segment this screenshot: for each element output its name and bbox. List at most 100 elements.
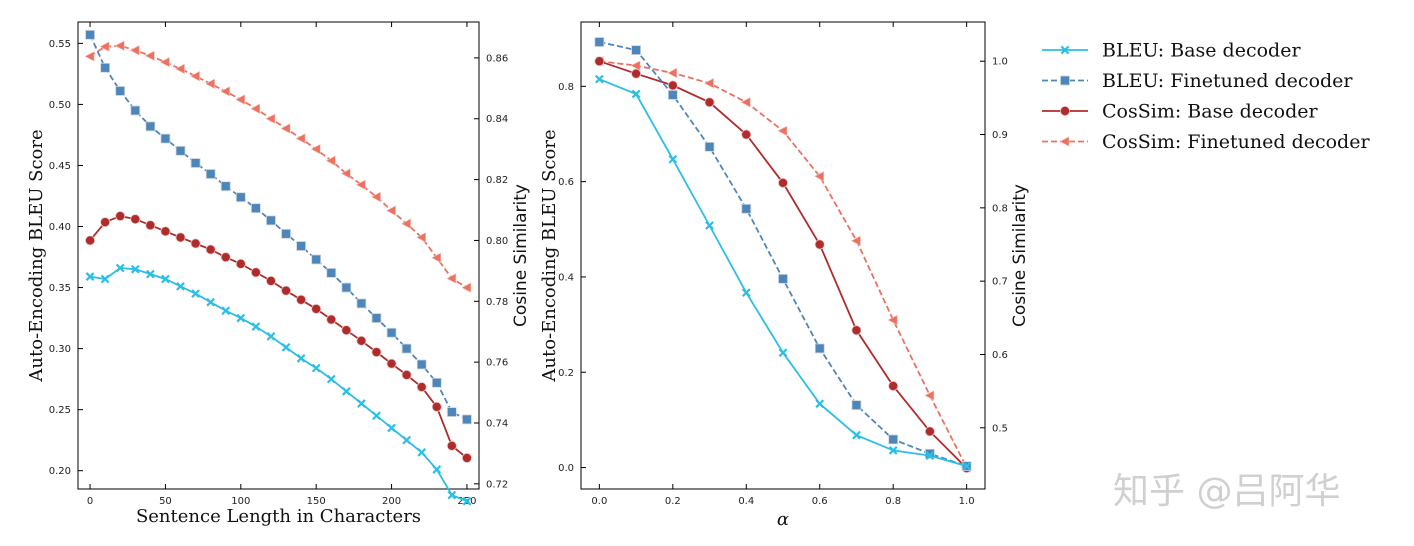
data-point bbox=[594, 74, 604, 84]
data-point bbox=[704, 97, 715, 108]
data-point bbox=[417, 447, 427, 457]
series-bleu-base bbox=[85, 263, 472, 506]
data-point bbox=[446, 440, 457, 451]
data-point bbox=[462, 496, 472, 506]
data-point bbox=[461, 282, 472, 293]
data-point bbox=[370, 191, 381, 203]
data-point bbox=[159, 56, 170, 68]
data-point bbox=[814, 239, 825, 250]
data-point bbox=[667, 90, 678, 100]
data-point bbox=[341, 325, 352, 336]
data-point bbox=[462, 414, 472, 425]
data-point bbox=[741, 129, 752, 140]
legend-label: CosSim: Finetuned decoder bbox=[1102, 131, 1370, 153]
data-point bbox=[631, 45, 641, 56]
y-tick-label: 0.20 bbox=[49, 466, 71, 477]
data-point bbox=[924, 390, 935, 401]
data-point bbox=[446, 407, 457, 417]
series-bleu-base bbox=[594, 74, 972, 471]
data-point bbox=[176, 281, 185, 291]
data-point bbox=[778, 273, 788, 284]
data-point bbox=[431, 377, 442, 388]
data-point bbox=[356, 335, 367, 346]
x-tick-label: 0.2 bbox=[665, 496, 681, 507]
data-point bbox=[295, 133, 306, 144]
data-point bbox=[311, 254, 322, 265]
data-point bbox=[281, 228, 291, 239]
data-point bbox=[371, 313, 382, 323]
data-point bbox=[250, 203, 261, 214]
data-point bbox=[235, 94, 246, 105]
data-point bbox=[631, 68, 642, 79]
data-point bbox=[851, 325, 862, 336]
data-point bbox=[189, 70, 200, 82]
data-point bbox=[250, 103, 261, 115]
data-point bbox=[220, 252, 231, 263]
watermark-text: 知乎 @吕阿华 bbox=[1113, 471, 1340, 512]
data-point bbox=[85, 29, 95, 40]
data-point bbox=[160, 133, 171, 144]
data-point bbox=[311, 363, 321, 373]
data-point bbox=[924, 426, 935, 437]
legend-item-cos-ft: CosSim: Finetuned decoder bbox=[1042, 131, 1370, 153]
data-point bbox=[401, 218, 411, 230]
data-point bbox=[85, 272, 95, 281]
data-point bbox=[741, 203, 752, 214]
data-point bbox=[191, 289, 200, 299]
series-cos-ft bbox=[84, 40, 472, 293]
series-bleu-ft bbox=[85, 29, 472, 425]
data-point bbox=[114, 40, 125, 52]
data-point bbox=[85, 235, 96, 246]
data-point bbox=[221, 306, 231, 316]
legend-item-bleu-ft: BLEU: Finetuned decoder bbox=[1042, 70, 1353, 92]
data-point bbox=[281, 285, 292, 296]
data-point bbox=[778, 177, 789, 188]
y-tick-label: 0.30 bbox=[49, 344, 71, 355]
data-point bbox=[356, 298, 367, 309]
data-point bbox=[100, 217, 111, 228]
series-line-bleu-base bbox=[89, 267, 468, 503]
data-point bbox=[705, 221, 714, 230]
data-point bbox=[925, 448, 935, 459]
data-point bbox=[341, 386, 351, 396]
series-bleu-ft bbox=[594, 37, 972, 472]
x-tick-label: 50 bbox=[159, 496, 172, 507]
data-point bbox=[130, 105, 141, 116]
data-point bbox=[220, 86, 231, 97]
data-point bbox=[265, 275, 276, 286]
data-point bbox=[326, 314, 337, 325]
x-axis-label: α bbox=[777, 509, 789, 530]
data-point bbox=[888, 446, 898, 455]
y2-tick-label: 0.80 bbox=[486, 236, 508, 247]
data-point bbox=[431, 252, 442, 264]
data-point bbox=[145, 121, 156, 132]
y-tick-label: 0.40 bbox=[49, 222, 71, 233]
y2-tick-label: 0.84 bbox=[486, 114, 508, 125]
data-point bbox=[740, 96, 751, 108]
data-point bbox=[340, 168, 351, 179]
data-point bbox=[962, 461, 972, 471]
data-point bbox=[84, 51, 95, 62]
y-tick-label: 0.35 bbox=[49, 283, 71, 294]
data-point bbox=[372, 411, 381, 421]
data-point bbox=[447, 490, 457, 500]
data-point bbox=[386, 358, 397, 369]
data-point bbox=[630, 60, 641, 71]
data-point bbox=[888, 380, 899, 391]
x-tick-label: 0.4 bbox=[738, 496, 754, 507]
data-point bbox=[296, 241, 307, 251]
chart-panel-1: 0 50 100 150 200 2500.200.250.300.350.400.450… bbox=[26, 21, 531, 527]
data-point bbox=[852, 430, 861, 440]
data-point bbox=[236, 313, 246, 323]
y-tick-label: 0.0 bbox=[558, 463, 574, 474]
data-point bbox=[778, 348, 788, 358]
legend-marker bbox=[1060, 106, 1071, 117]
y2-tick-label: 0.8 bbox=[992, 203, 1008, 214]
data-point bbox=[594, 37, 605, 47]
data-point bbox=[431, 401, 442, 412]
series-line-cos-base bbox=[599, 60, 968, 469]
data-point bbox=[220, 181, 231, 192]
data-point bbox=[416, 359, 427, 370]
data-point bbox=[326, 374, 336, 384]
